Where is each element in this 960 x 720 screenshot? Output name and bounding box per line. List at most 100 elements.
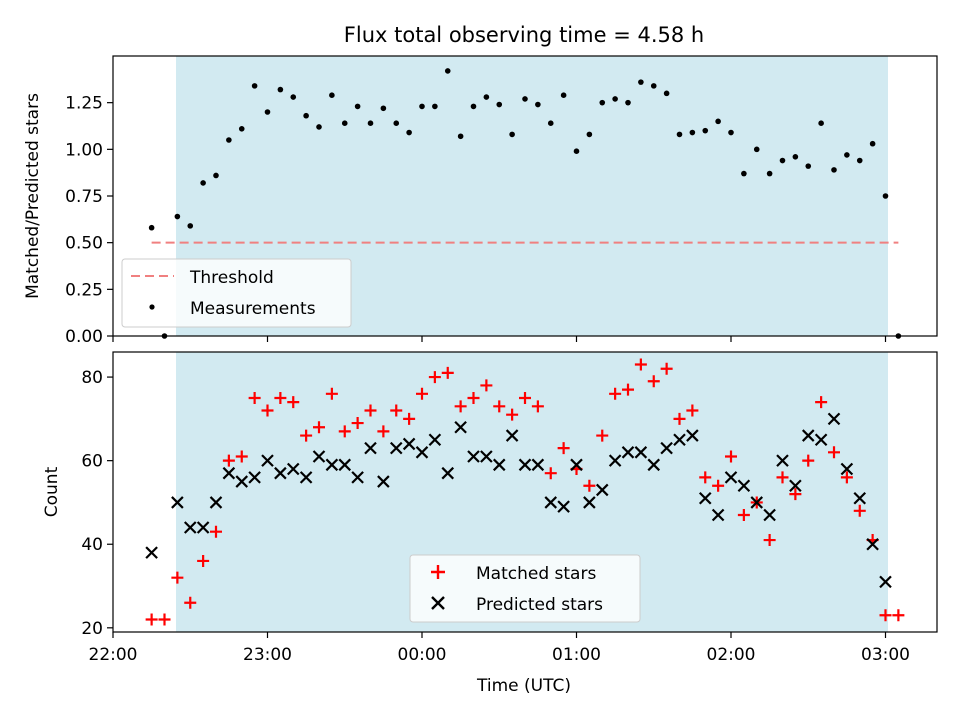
predicted-point (196, 521, 210, 534)
matched-point (377, 425, 390, 438)
measurement-point (200, 180, 206, 186)
measurement-points (148, 68, 902, 339)
bottom-x-tick-label: 22:00 (89, 645, 138, 665)
bottom-legend: Matched stars Predicted stars (409, 554, 641, 623)
measurement-point (586, 131, 593, 138)
matched-point (776, 471, 789, 484)
measurement-point (432, 103, 438, 110)
matched-point (364, 404, 377, 417)
matched-point (480, 379, 493, 392)
measurement-point (792, 154, 799, 160)
top-y-tick-label: 0.25 (65, 280, 103, 300)
measurement-point (316, 124, 322, 130)
legend-measurement-swatch (149, 304, 155, 310)
measurement-point (663, 90, 670, 97)
matched-point (313, 421, 325, 434)
measurement-point (599, 99, 606, 106)
bottom-x-tick-label: 23:00 (243, 645, 292, 665)
legend-matched-swatch (431, 565, 445, 579)
predicted-point (338, 458, 352, 472)
matched-point (737, 508, 750, 521)
matched-point (622, 383, 634, 396)
matched-point (197, 554, 210, 567)
predicted-point (261, 454, 274, 467)
bottom-y-tick-label: 60 (81, 452, 103, 472)
predicted-point (814, 433, 828, 447)
bottom-y-tick-label: 40 (81, 535, 103, 555)
measurement-point (612, 96, 618, 102)
predicted-point (544, 496, 558, 509)
matched-point (544, 467, 557, 480)
matched-point (210, 525, 222, 538)
legend-predicted-label: Predicted stars (476, 595, 603, 615)
predicted-point (776, 454, 789, 467)
measurement-point (753, 146, 760, 153)
matched-point (441, 366, 454, 379)
predicted-point (235, 475, 249, 488)
matched-point (274, 391, 287, 404)
predicted-point (750, 496, 764, 509)
predicted-point (428, 433, 442, 447)
matched-point (789, 488, 802, 501)
matched-point (222, 454, 235, 467)
matched-point (879, 609, 892, 622)
measurement-point (393, 120, 400, 126)
matched-point (287, 396, 300, 409)
measurement-point (226, 137, 232, 143)
measurement-point (805, 163, 812, 169)
predicted-point (737, 479, 751, 493)
predicted-point (171, 496, 184, 509)
predicted-point (312, 450, 326, 463)
bottom-x-tick-label: 01:00 (552, 645, 601, 665)
measurement-point (174, 213, 181, 220)
matched-point (531, 400, 544, 413)
measurement-point (831, 167, 837, 173)
predicted-point (402, 437, 416, 451)
predicted-point (325, 458, 339, 472)
matched-point (338, 425, 351, 438)
predicted-point (531, 458, 545, 472)
measurement-point (483, 94, 490, 100)
predicted-point (222, 466, 236, 480)
matched-point (145, 613, 158, 626)
predicted-point (505, 429, 519, 442)
measurement-point (277, 86, 284, 93)
matched-point (660, 362, 673, 375)
matched-point (261, 404, 274, 417)
matched-point (390, 404, 403, 417)
matched-point (351, 417, 364, 430)
matched-point (235, 450, 248, 463)
matched-point (699, 471, 712, 484)
top-x-ticks (112, 336, 887, 342)
measurement-point (702, 127, 709, 134)
measurement-point (354, 103, 361, 110)
bottom-x-tick-label: 03:00 (861, 645, 910, 665)
measurement-point (882, 193, 889, 199)
x-axis-label: Time (UTC) (476, 676, 571, 696)
matched-point (892, 609, 905, 622)
predicted-point (145, 546, 158, 559)
measurement-point (303, 112, 309, 119)
predicted-point (853, 491, 867, 505)
matched-point (171, 571, 184, 584)
top-legend-box (121, 258, 352, 328)
measurement-point (547, 120, 554, 126)
predicted-point (583, 496, 596, 509)
predicted-point (183, 521, 197, 534)
predicted-point (248, 471, 261, 484)
predicted-point (698, 491, 712, 505)
predicted-point (660, 441, 673, 455)
matched-point (596, 429, 609, 442)
predicted-point (724, 471, 738, 484)
top-y-tick-label: 0.75 (65, 187, 103, 207)
matched-point (467, 391, 480, 404)
predicted-point (801, 429, 815, 442)
measurement-point (187, 223, 194, 229)
matched-point (158, 613, 171, 626)
predicted-point (827, 412, 841, 426)
measurement-point (638, 79, 644, 85)
predicted-point (467, 450, 480, 463)
measurement-point (251, 83, 258, 89)
measurement-point (341, 120, 348, 126)
matched-point (184, 596, 197, 609)
